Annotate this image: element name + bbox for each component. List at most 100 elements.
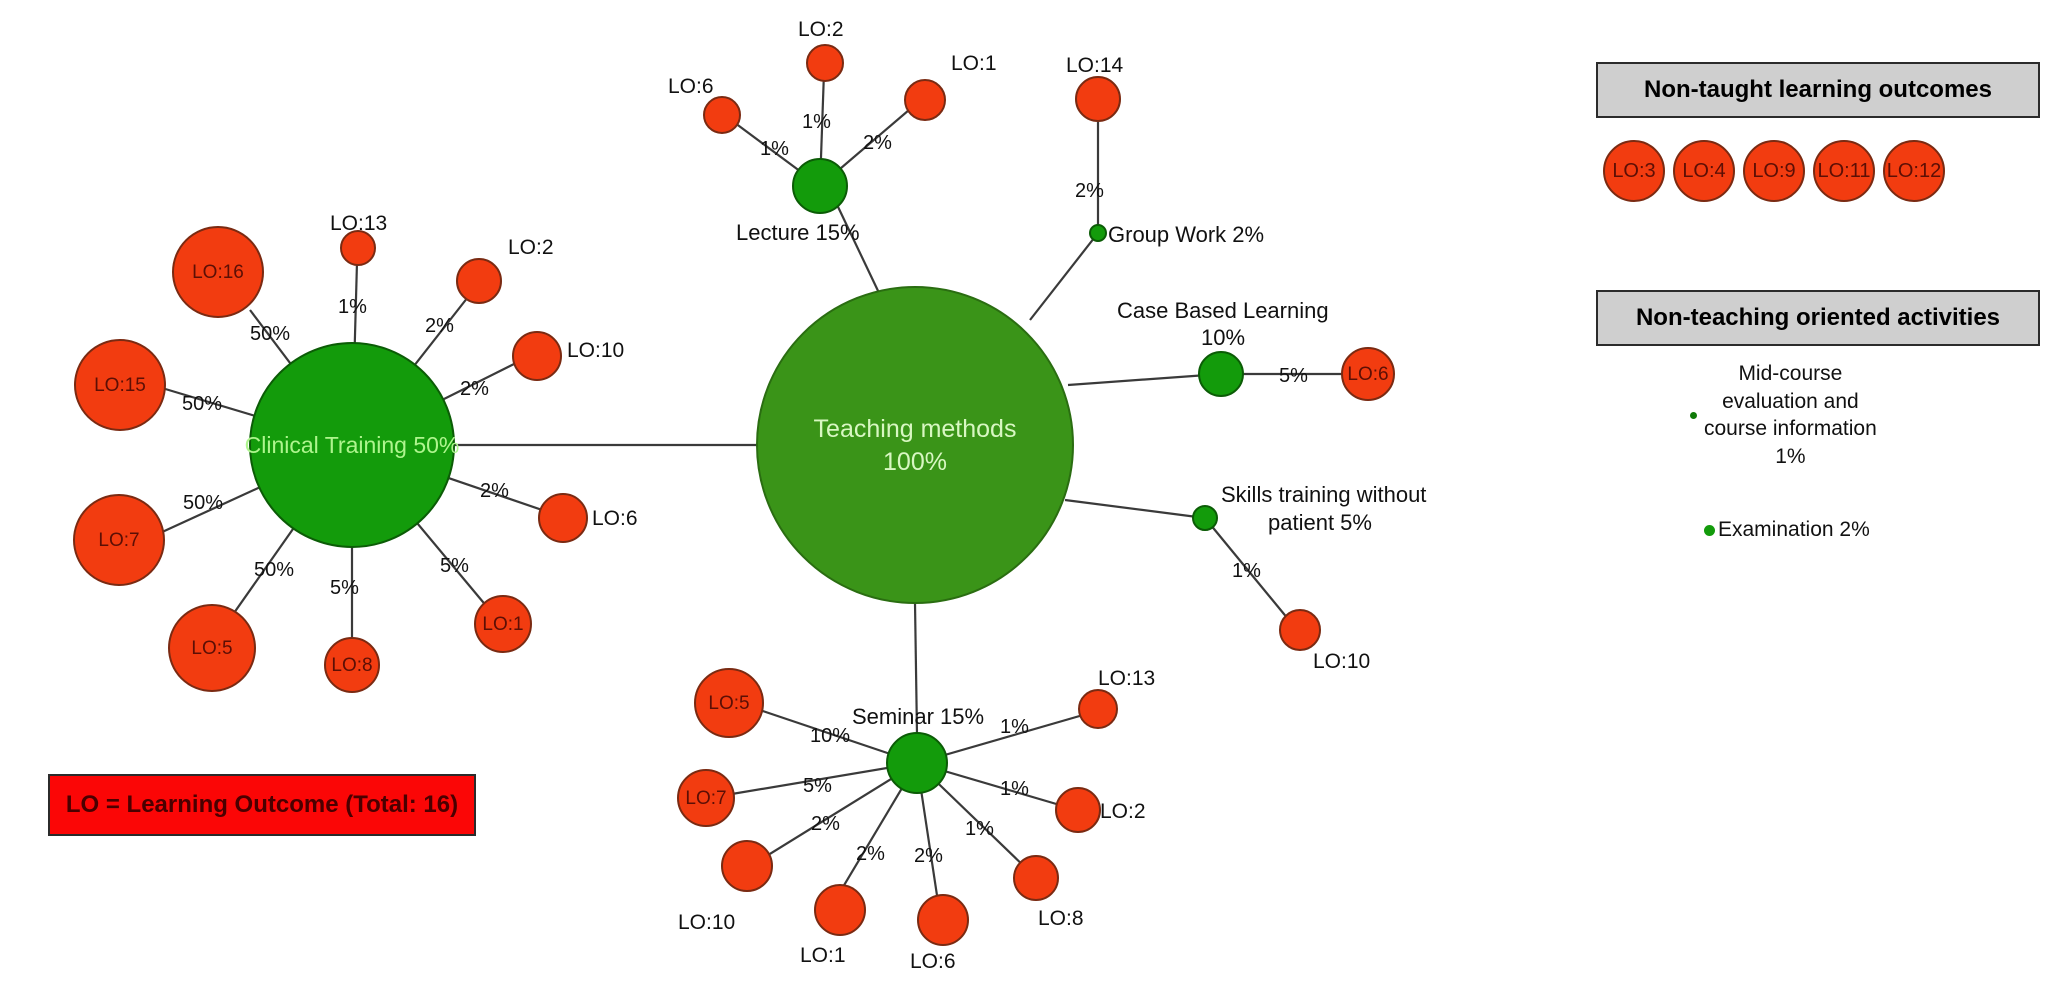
node-lo-clinical-3[interactable]: [512, 331, 562, 381]
node-lo-seminar-3[interactable]: [814, 884, 866, 936]
edge-root-lecture: [829, 189, 881, 296]
cluster-case-based-learning: Case Based Learning 10% LO:6 5%: [1117, 298, 1395, 401]
node-lo-seminar-0[interactable]: [694, 668, 764, 738]
node-lo-clinical-5[interactable]: [538, 493, 588, 543]
node-lo-seminar-5[interactable]: [1013, 855, 1059, 901]
node-lo-groupwork-0[interactable]: [1075, 76, 1121, 122]
edge-label-lecture-1: 1%: [802, 111, 831, 133]
node-skills-label-line1: Skills training without: [1221, 482, 1426, 507]
edge-skills-lo10: [1204, 517, 1294, 626]
non-taught-chip[interactable]: LO:9: [1743, 140, 1805, 202]
node-lo-clinical-8[interactable]: [168, 604, 256, 692]
node-lo-seminar-0-label: LO:5: [708, 693, 749, 714]
edge-label-clinical-2: 2%: [425, 315, 454, 337]
legend-learning-outcome: LO = Learning Outcome (Total: 16): [48, 774, 476, 836]
edge-label-clinical-6: 50%: [183, 492, 223, 514]
edge-label-groupwork-0: 2%: [1075, 180, 1104, 202]
activity-mid-course-evaluation[interactable]: Mid-course evaluation and course informa…: [1690, 360, 1970, 471]
node-lo-clinical-2-label: LO:2: [508, 236, 554, 259]
edge-label-clinical-4: 50%: [182, 393, 222, 415]
node-lo-clinical-4[interactable]: [74, 339, 166, 431]
node-lo-clinical-7[interactable]: [474, 595, 532, 653]
edge-label-clinical-7: 5%: [440, 555, 469, 577]
panel-non-taught: Non-taught learning outcomes: [1596, 62, 2040, 118]
node-lo-seminar-2[interactable]: [721, 840, 773, 892]
node-clinical-training[interactable]: [249, 342, 455, 548]
panel-non-taught-title: Non-taught learning outcomes: [1596, 62, 2040, 118]
node-lo-clinical-0[interactable]: [172, 226, 264, 318]
node-lo-clinical-8-label: LO:5: [191, 638, 232, 659]
edge-root-seminar: [913, 602, 919, 736]
node-lo-seminar-7-label: LO:13: [1098, 667, 1155, 690]
cluster-skills-training: Skills training without patient 5% LO:10…: [1192, 482, 1426, 673]
edge-root-skills: [1064, 498, 1206, 520]
edge-label-clinical-3: 2%: [460, 378, 489, 400]
non-taught-chip[interactable]: LO:11: [1813, 140, 1875, 202]
node-lo-seminar-1[interactable]: [677, 769, 735, 827]
node-lo-lecture-0[interactable]: [703, 96, 741, 134]
node-lo-seminar-7[interactable]: [1078, 689, 1118, 729]
node-group-work[interactable]: [1089, 224, 1107, 242]
node-lo-clinical-4-label: LO:15: [94, 375, 146, 396]
edge-seminar-lo7: [713, 761, 918, 799]
edge-seminar-lo10: [751, 762, 918, 866]
node-lo-clinical-0-label: LO:16: [192, 262, 244, 283]
node-lo-cbl-0[interactable]: [1341, 347, 1395, 401]
node-lo-clinical-6-label: LO:7: [98, 530, 139, 551]
edge-label-seminar-4: 2%: [914, 845, 943, 867]
edge-label-clinical-8: 50%: [254, 559, 294, 581]
activity-examination-text: Examination 2%: [1718, 518, 1870, 541]
panel-non-teaching: Non-teaching oriented activities: [1596, 290, 2040, 346]
node-lo-clinical-3-label: LO:10: [567, 339, 624, 362]
node-lo-clinical-6[interactable]: [73, 494, 165, 586]
activity-dot-icon: [1690, 411, 1697, 419]
node-lo-clinical-9-label: LO:8: [331, 655, 372, 676]
node-lo-lecture-0-label: LO:6: [668, 75, 714, 98]
activity-examination[interactable]: Examination 2%: [1704, 518, 1870, 542]
node-seminar-label: Seminar 15%: [852, 704, 984, 729]
node-case-based-learning[interactable]: [1198, 351, 1244, 397]
node-skills-training[interactable]: [1192, 505, 1218, 531]
node-lo-lecture-2[interactable]: [904, 79, 946, 121]
root-node-group: Teaching methods 100%: [756, 286, 1074, 604]
cluster-clinical-training: Clinical Training 50% LO:16 50% LO:13 1%…: [73, 212, 638, 693]
activity-mid-course-text: Mid-course evaluation and course informa…: [1704, 360, 1877, 471]
node-lo-clinical-5-label: LO:6: [592, 507, 638, 530]
node-lo-seminar-4[interactable]: [917, 894, 969, 946]
node-lo-seminar-6[interactable]: [1055, 787, 1101, 833]
non-taught-chip[interactable]: LO:4: [1673, 140, 1735, 202]
edge-label-clinical-5: 2%: [480, 480, 509, 502]
node-lo-seminar-3-label: LO:1: [800, 944, 846, 967]
edge-label-lecture-0: 1%: [760, 138, 789, 160]
edge-label-clinical-9: 5%: [330, 577, 359, 599]
node-lo-skills-0[interactable]: [1279, 609, 1321, 651]
examination-dot-icon: [1704, 524, 1715, 536]
node-lo-clinical-9[interactable]: [324, 637, 380, 693]
node-root-label-line1: Teaching methods: [814, 415, 1017, 443]
node-lecture-label: Lecture 15%: [736, 220, 860, 245]
edge-label-lecture-2: 2%: [863, 132, 892, 154]
node-seminar[interactable]: [886, 732, 948, 794]
node-teaching-methods[interactable]: [756, 286, 1074, 604]
node-lo-clinical-1[interactable]: [340, 230, 376, 266]
node-lo-cbl-0-label: LO:6: [1347, 364, 1388, 385]
edge-label-cbl-0: 5%: [1279, 365, 1308, 387]
edge-label-seminar-0: 10%: [810, 725, 850, 747]
edge-root-groupwork: [1029, 232, 1099, 321]
node-lo-lecture-1[interactable]: [806, 44, 844, 82]
non-taught-chip[interactable]: LO:3: [1603, 140, 1665, 202]
node-skills-label-line2: patient 5%: [1268, 510, 1372, 535]
node-lo-clinical-2[interactable]: [456, 258, 502, 304]
edge-label-seminar-1: 5%: [803, 775, 832, 797]
node-group-work-label: Group Work 2%: [1108, 222, 1264, 247]
edge-label-seminar-2: 2%: [811, 813, 840, 835]
node-clinical-training-label: Clinical Training 50%: [245, 432, 460, 458]
non-taught-chip[interactable]: LO:12: [1883, 140, 1945, 202]
node-lecture[interactable]: [792, 158, 848, 214]
node-lo-seminar-6-label: LO:2: [1100, 800, 1146, 823]
activity-line4: 1%: [1775, 445, 1806, 469]
node-cbl-label-line2: 10%: [1201, 325, 1245, 350]
activity-line3: course information: [1704, 417, 1877, 441]
